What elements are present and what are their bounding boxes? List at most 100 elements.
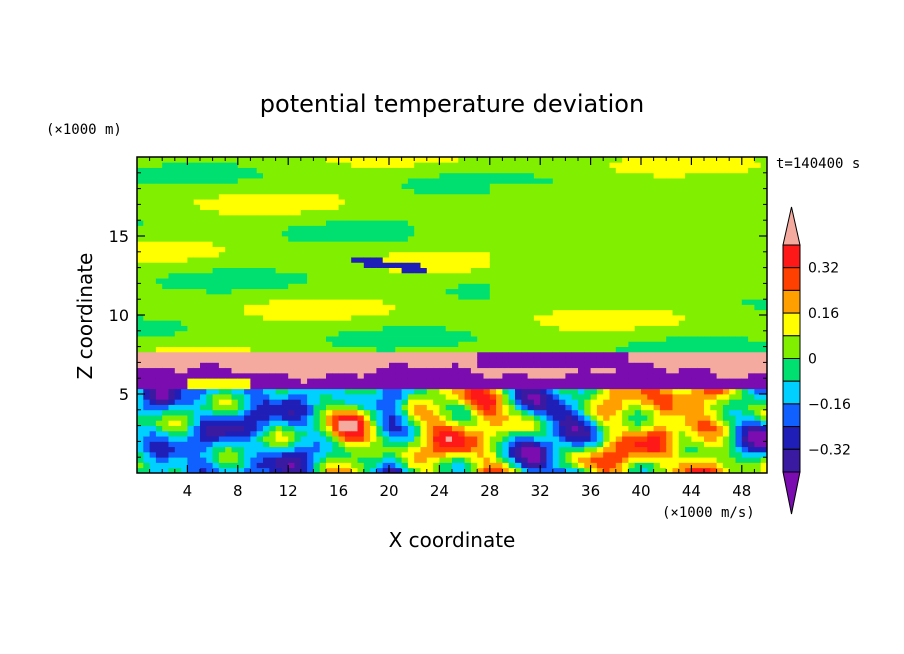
- field-cell: [376, 178, 384, 184]
- field-cell: [363, 225, 371, 232]
- field-cell: [483, 362, 491, 369]
- field-cell: [634, 457, 642, 463]
- field-cell: [326, 278, 333, 284]
- field-cell: [634, 436, 642, 442]
- field-cell: [641, 204, 648, 211]
- field-cell: [515, 462, 522, 469]
- field-cell: [533, 172, 541, 179]
- field-cell: [294, 178, 302, 184]
- field-cell: [332, 304, 339, 311]
- field-cell: [496, 157, 503, 163]
- field-cell: [206, 293, 213, 300]
- field-cell: [565, 257, 573, 263]
- field-cell: [401, 272, 409, 279]
- field-cell: [407, 272, 415, 279]
- field-cell: [294, 425, 302, 432]
- field-cell: [578, 214, 585, 221]
- field-cell: [647, 320, 654, 326]
- field-cell: [653, 446, 661, 453]
- field-cell: [433, 357, 440, 363]
- field-cell: [193, 415, 201, 421]
- field-cell: [181, 420, 188, 426]
- field-cell: [370, 188, 377, 195]
- field-cell: [300, 220, 308, 226]
- field-cell: [313, 357, 321, 363]
- field-cell: [508, 199, 516, 205]
- field-cell: [647, 214, 654, 221]
- field-cell: [288, 167, 295, 174]
- field-cell: [332, 378, 339, 384]
- field-cell: [250, 336, 258, 342]
- field-cell: [212, 462, 220, 469]
- field-cell: [193, 299, 201, 305]
- field-cell: [615, 420, 623, 426]
- field-cell: [389, 420, 396, 426]
- field-cell: [382, 341, 390, 347]
- field-cell: [653, 199, 661, 205]
- field-cell: [458, 436, 465, 442]
- field-cell: [615, 399, 623, 405]
- field-cell: [464, 441, 472, 448]
- field-cell: [420, 225, 428, 232]
- field-cell: [546, 304, 554, 311]
- field-cell: [137, 283, 144, 290]
- field-cell: [483, 446, 491, 453]
- field-cell: [300, 267, 308, 274]
- field-cell: [200, 357, 207, 363]
- field-cell: [628, 272, 636, 279]
- field-cell: [559, 225, 566, 232]
- field-cell: [395, 404, 402, 411]
- field-cell: [527, 378, 535, 384]
- field-cell: [496, 257, 503, 263]
- field-cell: [395, 320, 402, 326]
- field-cell: [414, 257, 421, 263]
- field-cell: [307, 399, 314, 405]
- field-cell: [231, 262, 239, 268]
- field-cell: [326, 167, 333, 174]
- field-cell: [489, 420, 497, 426]
- field-cell: [231, 204, 239, 211]
- field-cell: [470, 372, 478, 379]
- field-cell: [407, 341, 415, 347]
- field-cell: [269, 262, 276, 268]
- field-cell: [225, 246, 232, 253]
- field-cell: [389, 394, 396, 400]
- field-cell: [483, 299, 491, 305]
- field-cell: [225, 278, 232, 284]
- field-cell: [615, 178, 623, 184]
- field-cell: [263, 425, 270, 432]
- field-cell: [609, 320, 617, 326]
- field-cell: [294, 383, 302, 390]
- field-cell: [445, 441, 453, 448]
- field-cell: [401, 346, 409, 353]
- field-cell: [376, 262, 384, 268]
- field-cell: [382, 204, 390, 211]
- field-cell: [508, 320, 516, 326]
- field-cell: [244, 446, 251, 453]
- field-cell: [527, 257, 535, 263]
- field-cell: [137, 320, 144, 326]
- field-cell: [269, 199, 276, 205]
- field-cell: [181, 167, 188, 174]
- field-cell: [275, 467, 283, 473]
- field-cell: [426, 193, 434, 200]
- field-cell: [477, 278, 484, 284]
- field-cell: [294, 409, 302, 416]
- field-cell: [237, 409, 245, 416]
- field-cell: [149, 262, 157, 268]
- field-cell: [212, 430, 220, 437]
- field-cell: [622, 357, 629, 363]
- field-cell: [603, 283, 610, 290]
- field-cell: [370, 162, 377, 168]
- field-cell: [307, 167, 314, 174]
- field-cell: [452, 220, 459, 226]
- field-cell: [338, 204, 346, 211]
- field-cell: [445, 178, 453, 184]
- field-cell: [143, 267, 150, 274]
- field-cell: [508, 309, 516, 316]
- field-cell: [641, 178, 648, 184]
- field-cell: [250, 162, 258, 168]
- field-cell: [496, 246, 503, 253]
- field-cell: [288, 204, 295, 211]
- field-cell: [300, 436, 308, 442]
